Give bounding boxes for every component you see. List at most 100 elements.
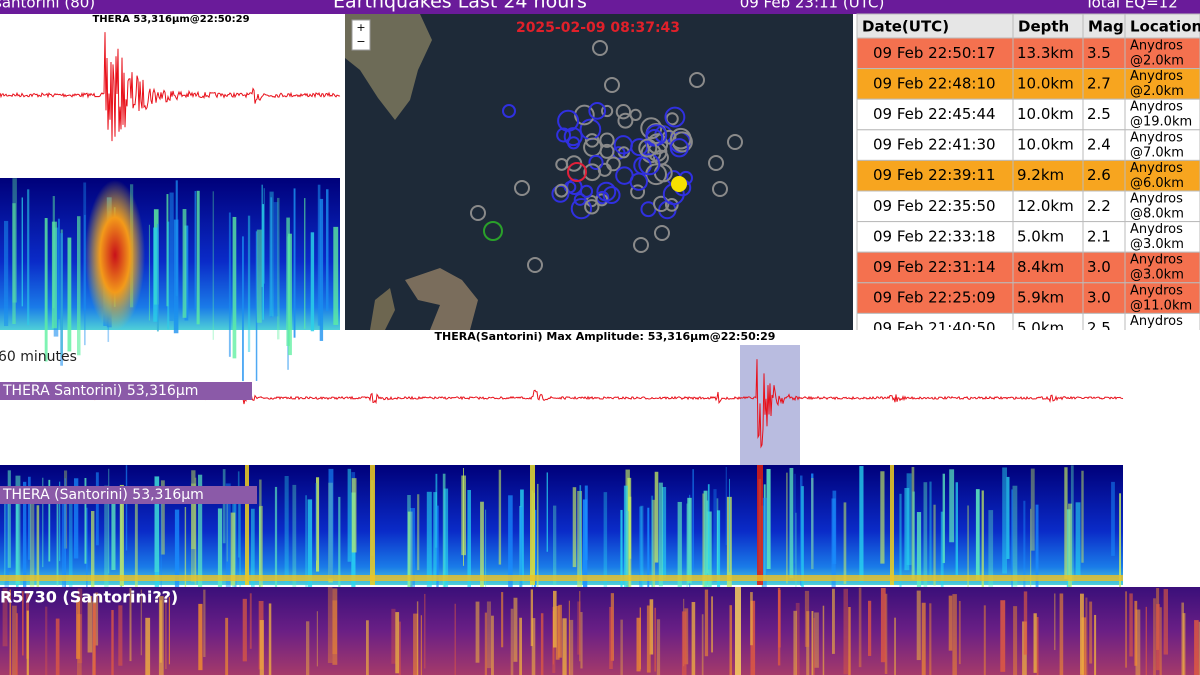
stripe (1030, 468, 1035, 551)
cell-text: 09 Feb 22:45:44 (873, 105, 996, 123)
waveform (0, 359, 1124, 449)
table-cell (1012, 129, 1084, 161)
stripe (310, 232, 315, 332)
zoom-control[interactable] (351, 19, 371, 51)
stripe (577, 601, 581, 655)
table-cell (1082, 68, 1126, 100)
stripe (194, 477, 197, 585)
stripe (94, 592, 99, 646)
stripe (513, 597, 518, 662)
stripe (640, 505, 644, 614)
top-bar (0, 0, 1200, 14)
stripe (1156, 604, 1160, 671)
cell-text: 09 Feb 22:31:14 (873, 258, 996, 276)
stripe (859, 466, 864, 583)
stripe (55, 618, 60, 675)
table-cell (1082, 190, 1126, 223)
spectrogram-stripes (0, 465, 1123, 630)
stripe (261, 184, 263, 287)
cell-text: Anydros (1130, 192, 1183, 207)
base-band (0, 575, 1123, 581)
event-marker (557, 109, 580, 132)
stripe (729, 605, 732, 675)
table-cell (1124, 190, 1200, 223)
stripe (806, 611, 810, 675)
stripe (639, 506, 643, 623)
stripe (288, 233, 292, 356)
cell-text: @3.0km (1130, 268, 1184, 283)
wave-label: THERA Santorini) 53,316µm (2, 383, 198, 399)
table-cell (1082, 129, 1126, 161)
stripe (51, 221, 57, 329)
stripe (111, 610, 114, 675)
stripe (711, 596, 713, 653)
cell-text: 09 Feb 22:25:09 (873, 289, 996, 307)
stripe (153, 227, 158, 322)
stripe (247, 215, 251, 353)
stripe (154, 476, 160, 572)
table-cell (1012, 68, 1084, 100)
stripe (1080, 593, 1084, 675)
stripe (104, 485, 109, 603)
stripe (519, 617, 522, 675)
stripe (531, 618, 536, 675)
stripe (274, 486, 278, 604)
stripe (68, 496, 73, 605)
column-header: Mag (1088, 18, 1124, 36)
stripe (568, 600, 570, 675)
stripe (540, 613, 544, 675)
event-marker (604, 77, 620, 93)
stripe (12, 203, 16, 325)
stripe (880, 587, 886, 663)
stripe (417, 494, 420, 571)
stripe (1068, 503, 1072, 591)
stripe (1134, 600, 1138, 666)
event-markers (470, 40, 743, 273)
stripe (916, 512, 922, 589)
stripe (651, 495, 654, 596)
stripe (832, 588, 835, 654)
stripe (579, 485, 582, 583)
stripe (813, 617, 815, 675)
stripe (658, 482, 663, 587)
stripe (691, 602, 696, 675)
table-cell (856, 159, 1014, 192)
stripe (305, 495, 307, 599)
cell-text: @7.0km (1130, 145, 1184, 160)
stripe (949, 469, 955, 543)
stripe (332, 588, 338, 665)
stripe (173, 219, 179, 334)
stripe (1135, 609, 1141, 675)
table-cell (1082, 221, 1126, 253)
stripe (156, 223, 159, 332)
stripe (1006, 476, 1010, 559)
stripe (251, 508, 255, 590)
stripe (762, 497, 767, 591)
stripe (328, 468, 334, 579)
stripe (61, 493, 66, 609)
stripe (843, 502, 847, 585)
stripe-hot (370, 465, 375, 585)
cell-text: @3.0km (1130, 237, 1184, 252)
stripe (778, 589, 781, 648)
zoom-in[interactable]: + (356, 21, 365, 34)
stripe (519, 506, 523, 604)
stripe (967, 505, 969, 615)
event-marker (671, 176, 687, 192)
stripe (484, 612, 487, 675)
cell-text: 2.5 (1087, 105, 1111, 123)
event-marker (599, 132, 615, 148)
table-cell (1124, 68, 1200, 100)
cell-text: 09 Feb 22:41:30 (873, 136, 996, 154)
stripe (904, 488, 910, 571)
stripe (129, 588, 132, 662)
stripe (119, 484, 124, 587)
stripe (292, 484, 297, 597)
stripe (636, 617, 641, 672)
cell-text: 13.3km (1017, 44, 1074, 62)
stripe (395, 612, 400, 674)
cell-text: 3.0 (1087, 289, 1111, 307)
event-marker (629, 172, 648, 191)
zoom-out[interactable]: − (356, 35, 365, 48)
